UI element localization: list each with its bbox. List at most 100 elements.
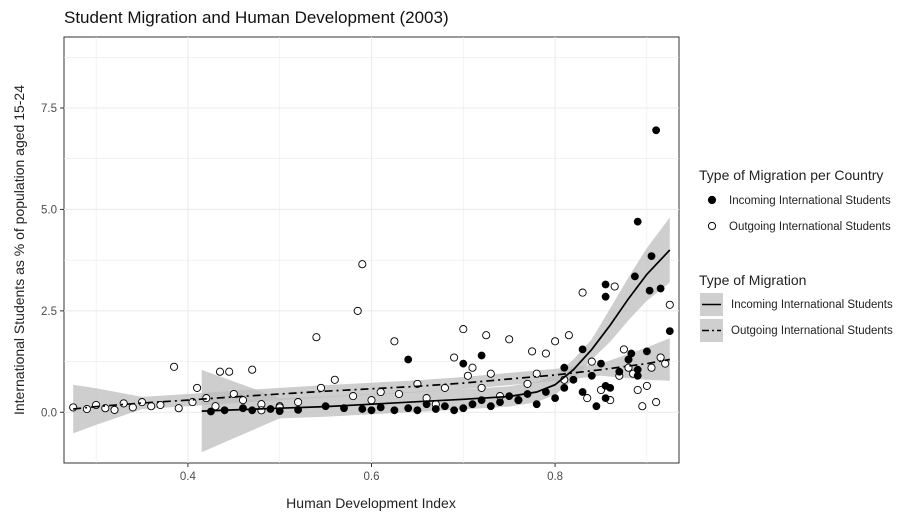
incoming-point: [239, 404, 247, 413]
legend-outgoing-band: [700, 319, 723, 342]
outgoing-point: [583, 394, 592, 403]
outgoing-point: [137, 398, 147, 407]
legend-incoming-line-label: Incoming International Students: [731, 299, 893, 311]
outgoing-point: [532, 369, 541, 378]
outgoing-point: [450, 353, 459, 362]
outgoing-point: [652, 398, 661, 407]
incoming-point: [450, 406, 458, 415]
y-tick-label: 7.5: [41, 103, 57, 115]
outgoing-point: [468, 363, 477, 372]
outgoing-point: [642, 381, 651, 390]
incoming-point: [578, 345, 587, 354]
outgoing-point: [610, 282, 619, 291]
outgoing-point: [257, 406, 266, 415]
outgoing-point: [128, 403, 137, 412]
outgoing-point: [358, 260, 367, 269]
incoming-point: [587, 371, 596, 380]
point-legend: Type of Migration per Country Incoming I…: [699, 167, 891, 233]
legend-incoming-marker: [707, 195, 717, 205]
outgoing-point: [349, 392, 358, 401]
outgoing-point: [330, 375, 339, 384]
incoming-point: [592, 402, 601, 411]
outgoing-point: [440, 383, 449, 392]
incoming-point: [468, 400, 477, 409]
outgoing-point: [551, 337, 560, 346]
chart-title: Student Migration and Human Development …: [64, 8, 449, 27]
incoming-point: [390, 406, 399, 415]
outgoing-point: [156, 400, 165, 410]
legend-outgoing-label: Outgoing International Students: [729, 221, 891, 233]
incoming-point: [652, 126, 660, 135]
legend-outgoing-line-label: Outgoing International Students: [731, 325, 893, 337]
outgoing-point: [193, 383, 202, 392]
outgoing-point: [376, 387, 385, 397]
outgoing-point: [367, 396, 376, 405]
outgoing-point: [541, 349, 550, 358]
incoming-point: [647, 252, 656, 260]
incoming-point: [665, 327, 674, 335]
incoming-point: [601, 394, 610, 402]
outgoing-point: [647, 363, 656, 372]
incoming-point: [560, 383, 569, 392]
line-legend: Type of Migration Incoming International…: [699, 272, 893, 342]
outgoing-point: [188, 398, 197, 407]
outgoing-point: [312, 333, 321, 342]
incoming-point: [656, 284, 665, 293]
outgoing-point: [633, 385, 642, 395]
outgoing-point: [119, 399, 128, 408]
incoming-point: [532, 400, 541, 409]
outgoing-point: [69, 403, 78, 412]
incoming-point: [643, 347, 651, 356]
incoming-point: [440, 402, 449, 411]
outgoing-point: [394, 389, 404, 399]
incoming-point: [486, 402, 495, 411]
outgoing-point: [564, 331, 573, 340]
outgoing-point: [390, 337, 399, 346]
legend-incoming-label: Incoming International Students: [729, 195, 891, 207]
incoming-point: [404, 355, 413, 364]
incoming-point: [578, 388, 587, 396]
outgoing-point: [110, 405, 119, 414]
outgoing-point: [665, 300, 674, 309]
incoming-point: [248, 406, 257, 415]
outgoing-confidence-band: [73, 338, 670, 434]
incoming-point: [413, 406, 422, 415]
line-legend-title: Type of Migration: [699, 272, 806, 288]
outgoing-point: [225, 367, 234, 376]
x-tick-label: 0.6: [364, 471, 380, 483]
axis-ticks: 0.4 0.6 0.8 0.0 2.5 5.0 7.5: [41, 103, 563, 483]
y-tick-label: 0.0: [41, 407, 57, 419]
incoming-point: [367, 406, 376, 415]
incoming-point: [645, 286, 654, 295]
y-axis-title: International Students as % of populatio…: [11, 85, 27, 415]
incoming-point: [459, 359, 468, 368]
outgoing-point: [459, 325, 468, 334]
point-legend-title: Type of Migration per Country: [699, 167, 883, 183]
outgoing-point: [215, 367, 225, 376]
incoming-point: [597, 359, 605, 368]
incoming-point: [477, 351, 486, 360]
outgoing-point: [316, 383, 326, 392]
outgoing-point: [238, 396, 248, 405]
outgoing-point: [656, 353, 665, 362]
x-axis-title: Human Development Index: [286, 495, 456, 511]
outgoing-point: [587, 357, 596, 366]
incoming-point: [624, 355, 633, 364]
incoming-point: [569, 375, 578, 384]
incoming-point: [431, 405, 440, 413]
incoming-point: [404, 404, 413, 413]
outgoing-point: [174, 404, 183, 413]
y-tick-label: 5.0: [41, 204, 57, 216]
incoming-point: [601, 280, 610, 289]
confidence-bands: [73, 217, 670, 453]
incoming-point: [551, 394, 559, 402]
outgoing-point: [353, 306, 362, 315]
incoming-point: [633, 365, 642, 374]
incoming-point: [633, 217, 642, 226]
y-tick-label: 2.5: [41, 306, 57, 318]
incoming-point: [601, 381, 610, 390]
outgoing-point: [248, 365, 257, 374]
smooth-lines: [73, 249, 671, 412]
outgoing-point: [505, 335, 514, 344]
